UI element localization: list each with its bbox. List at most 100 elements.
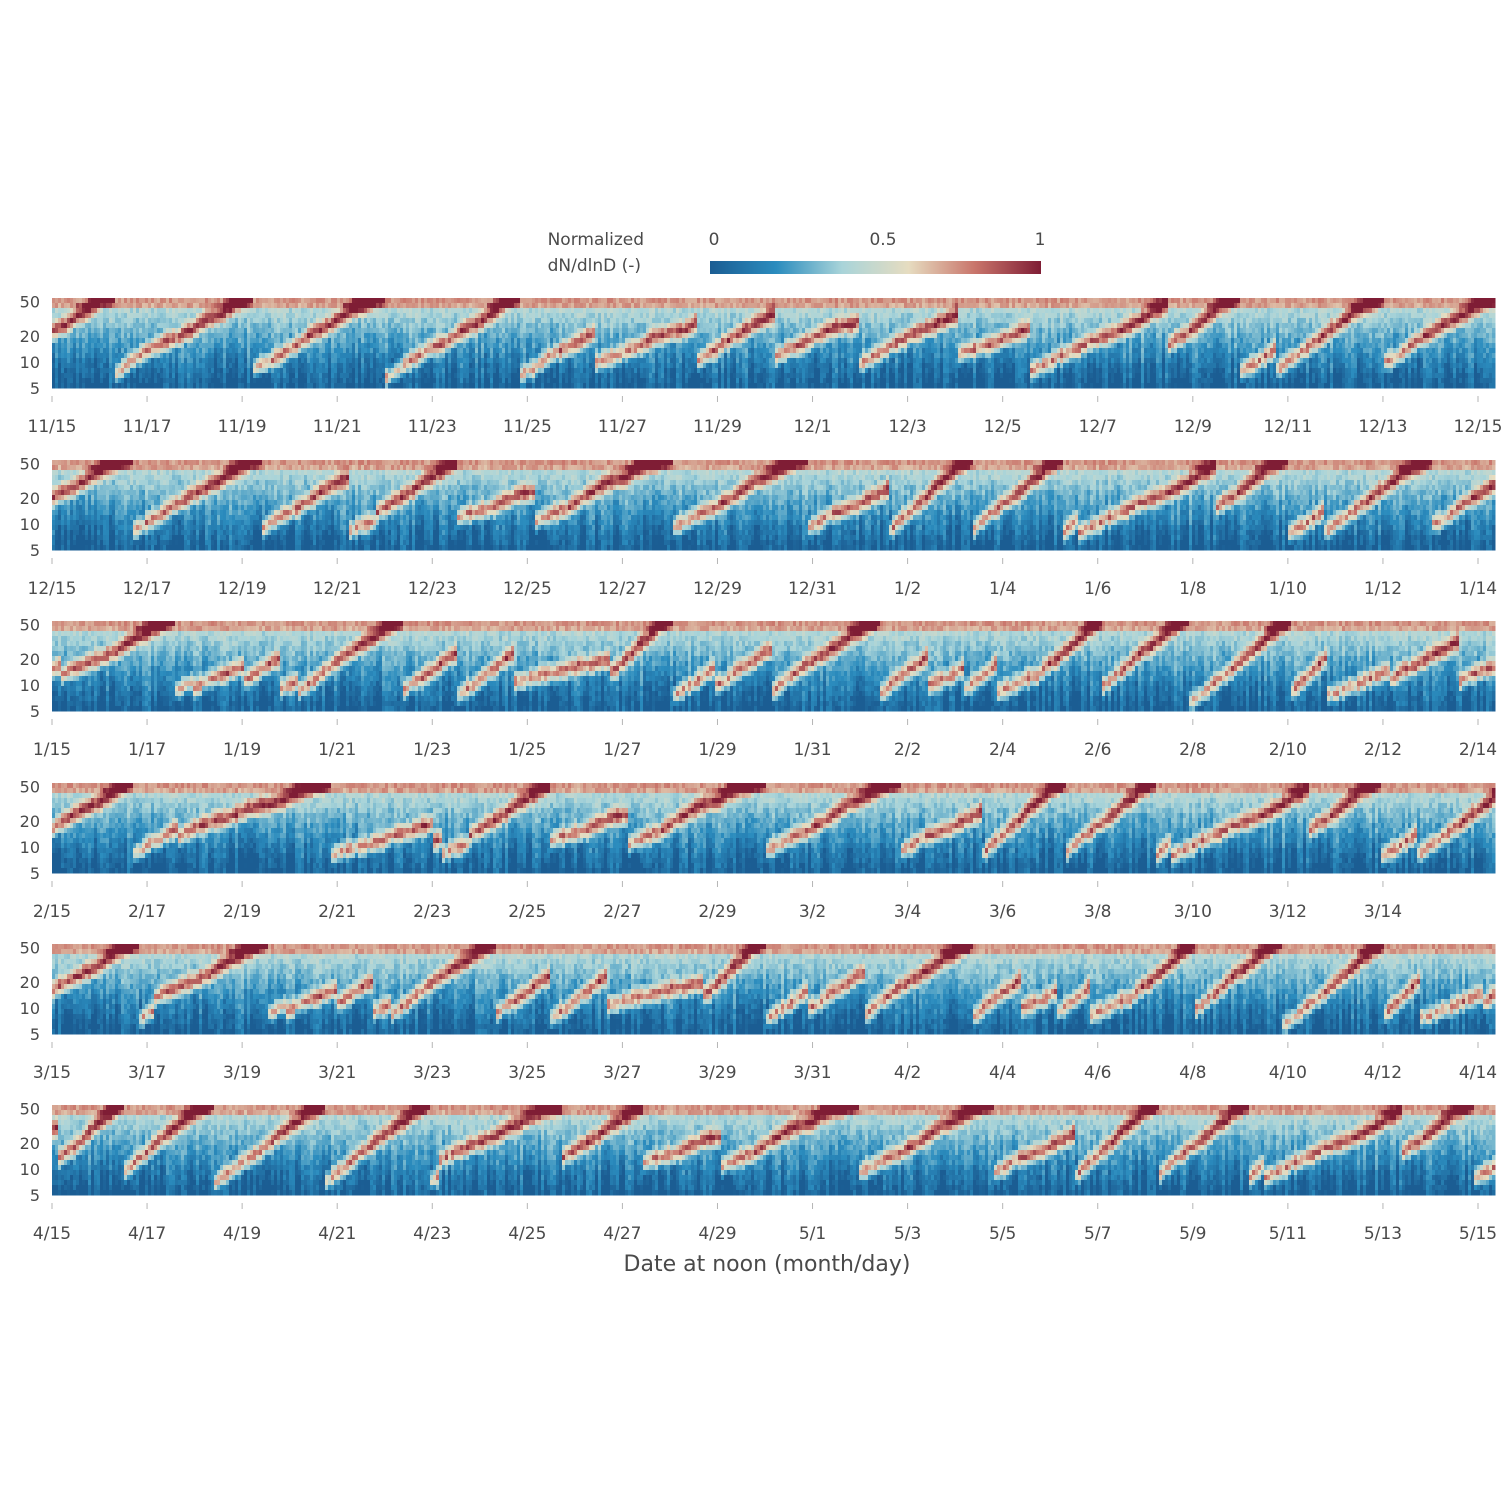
x-tick-label-2-29: 2/29 (698, 902, 736, 922)
x-tick-label-3-31: 3/31 (793, 1063, 831, 1083)
x-tick-label-1-29: 1/29 (698, 740, 736, 760)
x-tick-label-1-27: 1/27 (603, 740, 641, 760)
x-tick-label-2-15: 2/15 (33, 902, 71, 922)
heatmap-cells (52, 460, 1496, 551)
x-tick-label-3-12: 3/12 (1269, 902, 1307, 922)
y-tick-label-5: 5 (30, 379, 40, 398)
x-tick-label-11-17: 11/17 (123, 417, 172, 437)
x-tick-label-2-14: 2/14 (1459, 740, 1497, 760)
y-tick-label-20: 20 (20, 650, 40, 669)
x-tick-label-11-15: 11/15 (28, 417, 77, 437)
colorbar-tick-05: 0.5 (869, 230, 896, 250)
x-tick-label-12-1: 12/1 (793, 417, 831, 437)
x-tick-label-12-21: 12/21 (313, 579, 362, 599)
x-tick-label-3-19: 3/19 (223, 1063, 261, 1083)
x-tick-label-3-17: 3/17 (128, 1063, 166, 1083)
colorbar: Normalized dN/dlnD (-) 0 0.5 1 (548, 230, 1046, 276)
x-tick-label-12-27: 12/27 (598, 579, 647, 599)
x-tick-label-2-25: 2/25 (508, 902, 546, 922)
x-tick-label-3-15: 3/15 (33, 1063, 71, 1083)
x-tick-label-3-14: 3/14 (1364, 902, 1402, 922)
x-tick-label-2-6: 2/6 (1084, 740, 1111, 760)
x-tick-label-12-7: 12/7 (1079, 417, 1117, 437)
x-tick-label-11-29: 11/29 (693, 417, 742, 437)
heatmap-cells (52, 783, 1496, 874)
y-tick-label-10: 10 (20, 676, 40, 695)
x-tick-label-11-23: 11/23 (408, 417, 457, 437)
y-tick-label-10: 10 (20, 1160, 40, 1179)
y-tick-label-5: 5 (30, 702, 40, 721)
colorbar-gradient (710, 261, 1041, 274)
x-tick-label-4-19: 4/19 (223, 1224, 261, 1244)
x-tick-label-12-25: 12/25 (503, 579, 552, 599)
y-tick-label-20: 20 (20, 973, 40, 992)
x-tick-label-2-21: 2/21 (318, 902, 356, 922)
x-tick-label-1-8: 1/8 (1179, 579, 1206, 599)
y-tick-label-20: 20 (20, 489, 40, 508)
x-tick-label-5-7: 5/7 (1084, 1224, 1111, 1244)
x-tick-label-12-17: 12/17 (123, 579, 172, 599)
colorbar-label-line1: Normalized (548, 230, 644, 250)
x-tick-label-1-23: 1/23 (413, 740, 451, 760)
x-tick-label-3-23: 3/23 (413, 1063, 451, 1083)
y-tick-label-20: 20 (20, 327, 40, 346)
x-tick-label-5-1: 5/1 (799, 1224, 826, 1244)
y-tick-label-50: 50 (20, 455, 40, 474)
x-tick-label-4-14: 4/14 (1459, 1063, 1497, 1083)
x-tick-label-3-6: 3/6 (989, 902, 1016, 922)
x-tick-label-4-8: 4/8 (1179, 1063, 1206, 1083)
x-tick-label-4-12: 4/12 (1364, 1063, 1402, 1083)
x-tick-label-1-10: 1/10 (1269, 579, 1307, 599)
x-tick-label-4-27: 4/27 (603, 1224, 641, 1244)
x-tick-label-2-19: 2/19 (223, 902, 261, 922)
x-tick-label-3-8: 3/8 (1084, 902, 1111, 922)
y-tick-label-50: 50 (20, 939, 40, 958)
colorbar-tick-1: 1 (1035, 230, 1046, 250)
heatmap-cells (52, 944, 1496, 1035)
y-tick-label-10: 10 (20, 515, 40, 534)
x-tick-label-3-21: 3/21 (318, 1063, 356, 1083)
x-tick-label-4-17: 4/17 (128, 1224, 166, 1244)
x-tick-label-11-21: 11/21 (313, 417, 362, 437)
x-tick-label-1-4: 1/4 (989, 579, 1016, 599)
x-tick-label-2-12: 2/12 (1364, 740, 1402, 760)
x-tick-label-12-23: 12/23 (408, 579, 457, 599)
x-tick-label-5-13: 5/13 (1364, 1224, 1402, 1244)
x-tick-label-1-12: 1/12 (1364, 579, 1402, 599)
x-tick-label-1-19: 1/19 (223, 740, 261, 760)
heatmap-cells (52, 1105, 1496, 1196)
x-tick-label-2-2: 2/2 (894, 740, 921, 760)
x-tick-label-2-4: 2/4 (989, 740, 1016, 760)
x-tick-label-2-8: 2/8 (1179, 740, 1206, 760)
x-tick-label-4-25: 4/25 (508, 1224, 546, 1244)
x-tick-label-5-9: 5/9 (1179, 1224, 1206, 1244)
x-tick-label-12-3: 12/3 (889, 417, 927, 437)
x-tick-label-12-29: 12/29 (693, 579, 742, 599)
x-tick-label-2-23: 2/23 (413, 902, 451, 922)
x-tick-label-4-4: 4/4 (989, 1063, 1016, 1083)
x-tick-label-4-6: 4/6 (1084, 1063, 1111, 1083)
x-tick-label-1-15: 1/15 (33, 740, 71, 760)
colorbar-tick-0: 0 (709, 230, 720, 250)
x-tick-label-3-27: 3/27 (603, 1063, 641, 1083)
panel-2: 5 10 20 50 12/15 12/17 12/19 12/21 12/23 12/25 12/… (20, 455, 1497, 599)
x-tick-label-4-23: 4/23 (413, 1224, 451, 1244)
x-tick-label-12-15: 12/15 (28, 579, 77, 599)
y-tick-label-20: 20 (20, 1134, 40, 1153)
y-tick-label-20: 20 (20, 812, 40, 831)
x-tick-label-4-10: 4/10 (1269, 1063, 1307, 1083)
y-tick-label-10: 10 (20, 838, 40, 857)
x-tick-label-1-25: 1/25 (508, 740, 546, 760)
x-tick-label-3-10: 3/10 (1174, 902, 1212, 922)
x-tick-label-12-19: 12/19 (218, 579, 267, 599)
y-tick-label-5: 5 (30, 541, 40, 560)
x-tick-label-4-21: 4/21 (318, 1224, 356, 1244)
y-tick-label-50: 50 (20, 778, 40, 797)
x-tick-label-1-21: 1/21 (318, 740, 356, 760)
y-tick-label-10: 10 (20, 999, 40, 1018)
x-tick-label-3-25: 3/25 (508, 1063, 546, 1083)
